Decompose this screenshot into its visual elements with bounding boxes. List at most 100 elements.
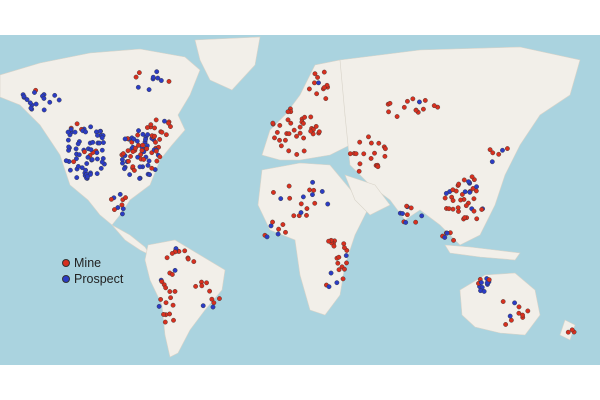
prospect-marker[interactable]	[200, 303, 206, 309]
mine-marker[interactable]	[461, 177, 467, 183]
mine-marker[interactable]	[164, 255, 170, 261]
prospect-marker[interactable]	[147, 172, 152, 178]
mine-marker[interactable]	[462, 215, 468, 221]
mine-marker[interactable]	[163, 132, 169, 138]
prospect-marker[interactable]	[56, 97, 62, 103]
mine-marker[interactable]	[321, 69, 327, 75]
prospect-marker[interactable]	[85, 154, 91, 160]
mine-marker[interactable]	[270, 219, 275, 225]
prospect-marker[interactable]	[172, 267, 178, 273]
prospect-marker[interactable]	[83, 129, 88, 135]
mine-marker[interactable]	[170, 302, 176, 308]
prospect-marker[interactable]	[101, 140, 106, 145]
mine-marker[interactable]	[421, 106, 426, 112]
mine-marker[interactable]	[431, 103, 437, 109]
mine-marker[interactable]	[153, 148, 159, 154]
prospect-marker[interactable]	[99, 159, 105, 165]
mine-marker[interactable]	[335, 260, 341, 266]
prospect-marker[interactable]	[325, 201, 331, 207]
mine-marker[interactable]	[149, 165, 155, 171]
prospect-marker[interactable]	[74, 175, 80, 180]
prospect-marker[interactable]	[326, 284, 332, 290]
mine-marker[interactable]	[453, 188, 459, 194]
prospect-marker[interactable]	[84, 161, 90, 166]
mine-marker[interactable]	[387, 100, 393, 106]
mine-marker[interactable]	[455, 205, 461, 211]
prospect-marker[interactable]	[481, 288, 487, 294]
mine-marker[interactable]	[152, 133, 157, 139]
mine-marker[interactable]	[410, 96, 416, 102]
mine-marker[interactable]	[297, 130, 303, 136]
mine-marker[interactable]	[490, 150, 496, 156]
prospect-marker[interactable]	[478, 280, 484, 285]
mine-marker[interactable]	[154, 158, 160, 164]
mine-marker[interactable]	[357, 161, 363, 167]
mine-marker[interactable]	[463, 203, 469, 209]
mine-marker[interactable]	[422, 98, 428, 103]
prospect-marker[interactable]	[47, 99, 53, 105]
mine-marker[interactable]	[368, 156, 374, 161]
mine-marker[interactable]	[301, 121, 306, 126]
mine-marker[interactable]	[162, 319, 168, 325]
prospect-marker[interactable]	[122, 166, 127, 172]
prospect-marker[interactable]	[462, 189, 468, 195]
mine-marker[interactable]	[133, 145, 138, 151]
mine-marker[interactable]	[413, 219, 419, 225]
mine-marker[interactable]	[209, 296, 215, 302]
prospect-marker[interactable]	[27, 100, 33, 106]
mine-marker[interactable]	[159, 279, 165, 285]
prospect-marker[interactable]	[137, 176, 143, 181]
mine-marker[interactable]	[301, 148, 307, 154]
mine-marker[interactable]	[277, 122, 283, 128]
mine-marker[interactable]	[298, 201, 304, 207]
mine-marker[interactable]	[316, 129, 322, 135]
prospect-marker[interactable]	[146, 87, 152, 93]
mine-marker[interactable]	[405, 98, 410, 104]
mine-marker[interactable]	[500, 299, 506, 304]
mine-marker[interactable]	[307, 187, 313, 193]
mine-marker[interactable]	[315, 74, 320, 80]
mine-marker[interactable]	[386, 109, 391, 115]
mine-marker[interactable]	[361, 151, 367, 157]
world-map[interactable]	[0, 35, 600, 365]
mine-marker[interactable]	[157, 136, 163, 142]
mine-marker[interactable]	[336, 267, 342, 273]
mine-marker[interactable]	[152, 125, 157, 131]
mine-marker[interactable]	[274, 129, 280, 135]
mine-marker[interactable]	[136, 70, 142, 76]
mine-marker[interactable]	[413, 107, 419, 113]
prospect-marker[interactable]	[85, 174, 90, 180]
prospect-marker[interactable]	[88, 147, 94, 153]
mine-marker[interactable]	[271, 190, 276, 195]
mine-marker[interactable]	[287, 195, 293, 201]
mine-marker[interactable]	[280, 222, 286, 227]
mine-marker[interactable]	[168, 295, 173, 301]
mine-marker[interactable]	[336, 254, 342, 260]
prospect-marker[interactable]	[512, 300, 517, 306]
mine-marker[interactable]	[496, 151, 502, 157]
prospect-marker[interactable]	[32, 90, 37, 95]
prospect-marker[interactable]	[94, 156, 100, 162]
prospect-marker[interactable]	[419, 213, 425, 219]
prospect-marker[interactable]	[158, 78, 164, 83]
mine-marker[interactable]	[308, 114, 314, 120]
mine-marker[interactable]	[283, 137, 288, 143]
mine-marker[interactable]	[375, 164, 381, 170]
mine-marker[interactable]	[169, 272, 175, 277]
prospect-marker[interactable]	[444, 230, 450, 236]
mine-marker[interactable]	[331, 243, 337, 249]
prospect-marker[interactable]	[134, 138, 140, 144]
prospect-marker[interactable]	[162, 118, 167, 124]
mine-marker[interactable]	[479, 207, 485, 212]
mine-marker[interactable]	[133, 74, 139, 80]
mine-marker[interactable]	[473, 188, 479, 194]
prospect-marker[interactable]	[135, 84, 141, 90]
mine-marker[interactable]	[313, 123, 319, 129]
mine-marker[interactable]	[404, 203, 410, 209]
mine-marker[interactable]	[158, 297, 164, 302]
mine-marker[interactable]	[291, 127, 297, 133]
prospect-marker[interactable]	[210, 304, 216, 310]
mine-marker[interactable]	[283, 229, 288, 235]
mine-marker[interactable]	[272, 135, 277, 141]
prospect-marker[interactable]	[63, 158, 69, 164]
